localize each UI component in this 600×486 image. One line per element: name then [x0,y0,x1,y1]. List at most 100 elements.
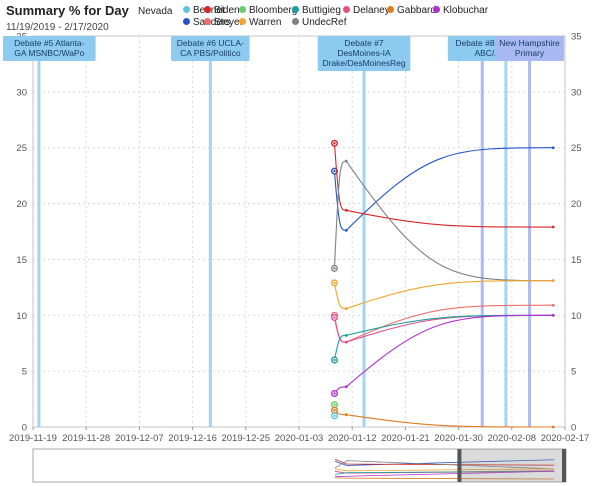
data-point-warren [551,279,555,283]
data-point-biden [551,225,555,229]
y-tick-label-right: 0 [571,423,576,434]
series-line-sanders [333,147,554,231]
data-point-center-biden [333,142,336,145]
y-tick-label-right: 35 [571,32,582,43]
legend-swatch [239,18,246,25]
legend-item-klobuchar[interactable]: Klobuchar [433,5,488,16]
event-label-text: Primary [515,48,545,58]
legend-swatch [204,6,211,13]
legend-item-steyer[interactable]: Steyer [204,17,243,28]
legend-item-sanders[interactable]: Sanders [183,17,230,28]
data-point-klobuchar [344,385,348,389]
legend-label: Klobuchar [443,5,489,16]
legend-item-delaney[interactable]: Delaney [343,5,390,16]
x-tick-label: 2020-01-21 [381,433,430,444]
chart-title: Summary % for Day [6,3,129,18]
y-tick-label-left: 20 [16,199,27,210]
y-tick-label-right: 25 [571,143,582,154]
state-label: Nevada [138,6,173,17]
legend-label: Warren [249,17,282,28]
data-point-klobuchar [551,313,555,317]
event-band [504,36,508,427]
legend-label: Biden [214,5,240,16]
y-tick-label-right: 15 [571,255,582,266]
event-band [362,36,366,427]
data-point-warren [344,307,348,310]
data-point-center-bennet [333,414,336,418]
data-point-center-sanders [333,169,336,173]
brush-selection [459,449,566,482]
data-point-center-warren [333,281,336,285]
legend-item-undecref[interactable]: UndecRef [292,17,346,28]
y-tick-label-left: 25 [16,143,27,154]
y-tick-label-right: 5 [571,367,576,378]
event-label-text: New Hampshire [499,38,560,48]
series-line-buttigieg [333,314,554,361]
legend-item-biden[interactable]: Biden [204,5,240,16]
data-point-buttigieg [344,333,348,337]
legend-swatch [292,6,299,13]
x-tick-label: 2019-12-07 [115,433,164,444]
x-tick-label: 2020-02-08 [487,433,536,444]
data-point-gabbard [551,425,555,429]
y-tick-label-left: 0 [22,423,27,434]
legend-label: Sanders [193,17,231,28]
event-label-text: Debate #7 [344,38,383,48]
date-range: 11/19/2019 - 2/17/2020 [6,22,109,33]
series-line-biden [333,143,554,228]
event-label-box [317,36,411,71]
data-point-center-bloomberg [333,403,336,406]
legend-swatch [433,6,440,13]
legend-swatch [387,6,394,13]
brush-handle-right [562,449,566,482]
brush-series-klobuchar [335,470,555,478]
brush-series-gabbard [335,477,555,480]
x-tick-label: 2019-11-19 [9,433,57,444]
event-markers [37,36,532,427]
y-tick-label-right: 10 [571,311,582,322]
series-line-gabbard [334,409,554,428]
series-line-warren [333,280,554,310]
data-point-center-undecref [333,267,336,270]
data-point-biden [344,208,348,212]
x-tick-label: 2019-12-16 [168,433,217,444]
legend-label: Steyer [214,17,243,28]
range-brush[interactable] [32,448,567,483]
y-tick-label-left: 10 [16,311,27,322]
legend-swatch [343,6,350,13]
legend-item-bloomberg[interactable]: Bloomberg [239,5,297,16]
y-tick-label-left: 5 [22,367,27,378]
legend-label: UndecRef [302,17,347,28]
brush-series-warren [334,468,555,472]
brush-series-buttigieg [334,470,555,475]
brush-series-undecref [334,460,555,470]
legend-item-gabbard[interactable]: Gabbard [387,5,436,16]
event-label-box [171,36,250,61]
data-point-sanders [344,228,348,232]
event-band [37,36,41,427]
event-band [208,36,212,427]
brush-series-biden [334,459,555,466]
legend-item-buttigieg[interactable]: Buttigieg [292,5,341,16]
brush-handle-left [457,449,462,482]
brush-series-sanders [334,459,555,466]
legend-swatch [239,6,246,13]
x-tick-label: 2019-12-25 [221,433,270,444]
legend-label: Gabbard [397,5,436,16]
event-label-text: CA PBS/Politico [180,48,241,58]
y-tick-label-right: 30 [571,87,582,98]
event-label-box [494,36,565,61]
data-point-gabbard [344,413,348,417]
event-label-text: GA MSNBC/WaPo [14,48,84,58]
data-point-steyer [551,303,555,307]
y-tick-label-left: 15 [16,255,27,266]
data-point-delaney [344,340,348,344]
x-tick-label: 2020-01-30 [434,433,483,444]
x-tick-label: 2019-11-28 [62,433,110,444]
data-point-center-delaney [333,316,336,319]
data-point-center-buttigieg [333,358,336,362]
legend-item-warren[interactable]: Warren [239,17,281,28]
y-tick-label-right: 20 [571,199,582,210]
data-point-center-klobuchar [333,392,336,395]
